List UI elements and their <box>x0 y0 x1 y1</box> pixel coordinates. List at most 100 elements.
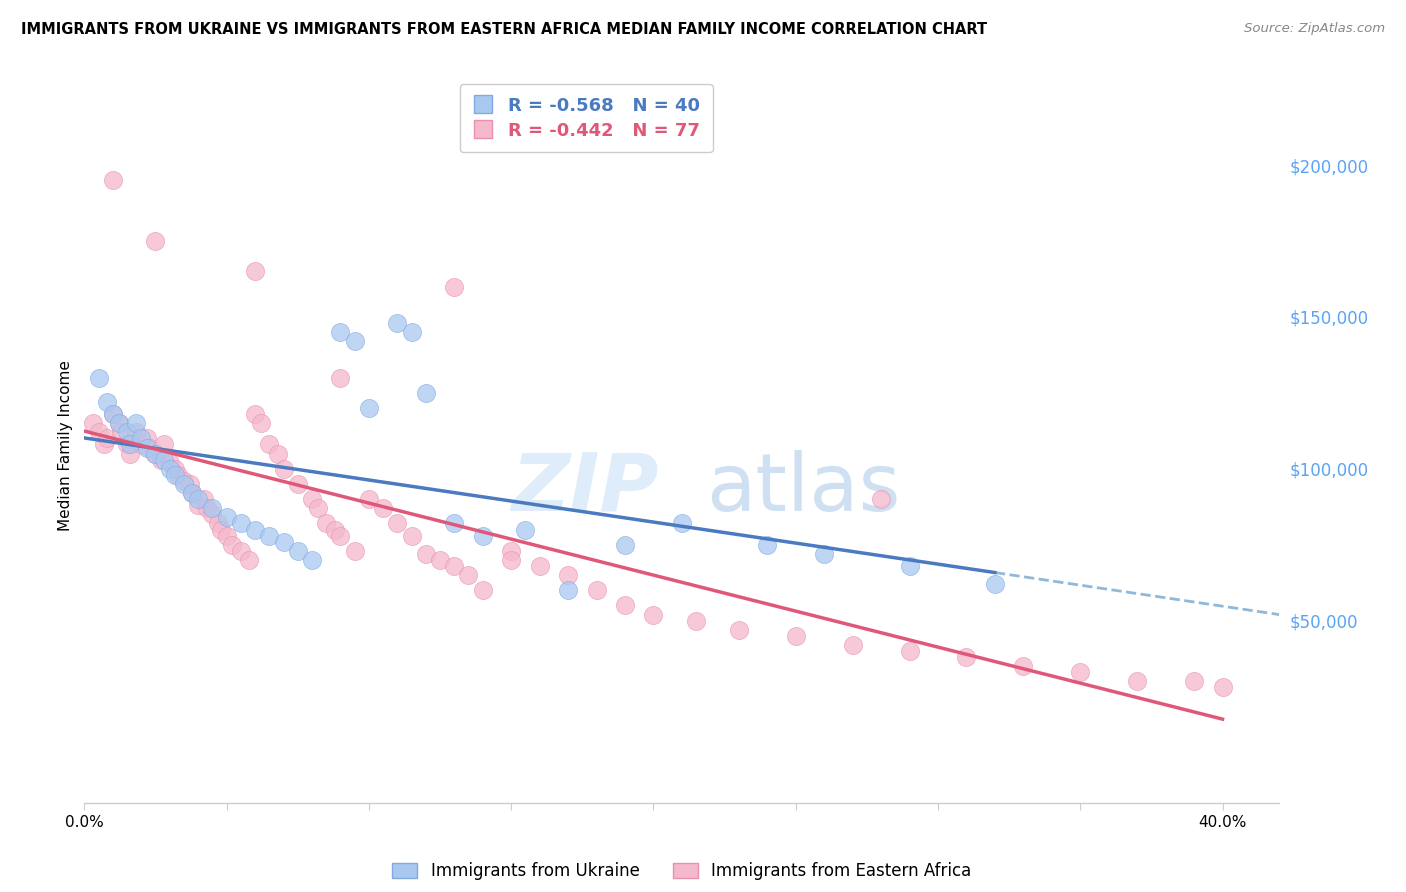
Point <box>387 516 409 531</box>
Point <box>329 370 352 384</box>
Point <box>401 325 423 339</box>
Point <box>273 462 295 476</box>
Point <box>443 516 465 531</box>
Point <box>115 437 138 451</box>
Point <box>243 523 266 537</box>
Point <box>813 547 835 561</box>
Point <box>785 629 807 643</box>
Point <box>181 486 204 500</box>
Point <box>357 401 380 415</box>
Point <box>221 538 243 552</box>
Point <box>181 486 204 500</box>
Point <box>201 508 224 522</box>
Point <box>101 407 124 421</box>
Point <box>101 173 124 187</box>
Point <box>150 452 173 467</box>
Point <box>193 492 215 507</box>
Point <box>1012 659 1035 673</box>
Point <box>1212 681 1234 695</box>
Point <box>229 516 252 531</box>
Point <box>101 407 124 421</box>
Point <box>501 543 523 558</box>
Point <box>243 264 266 278</box>
Point <box>443 279 465 293</box>
Text: ZIP: ZIP <box>510 450 658 528</box>
Point <box>501 553 523 567</box>
Point <box>401 528 423 542</box>
Point <box>124 416 146 430</box>
Point <box>870 492 893 507</box>
Point <box>96 431 118 445</box>
Point <box>685 614 707 628</box>
Point <box>898 558 921 573</box>
Y-axis label: Median Family Income: Median Family Income <box>58 360 73 532</box>
Legend: Immigrants from Ukraine, Immigrants from Eastern Africa: Immigrants from Ukraine, Immigrants from… <box>392 862 972 880</box>
Point <box>238 553 260 567</box>
Point <box>187 498 209 512</box>
Point <box>215 528 238 542</box>
Point <box>307 501 329 516</box>
Point <box>243 407 266 421</box>
Point <box>209 523 232 537</box>
Point <box>96 395 118 409</box>
Point <box>110 425 132 440</box>
Point <box>585 583 607 598</box>
Point <box>129 431 152 445</box>
Point <box>1182 674 1205 689</box>
Point <box>165 467 187 482</box>
Point <box>315 516 337 531</box>
Point <box>429 553 451 567</box>
Point <box>145 447 167 461</box>
Point <box>267 447 290 461</box>
Point <box>167 467 190 482</box>
Point <box>273 534 295 549</box>
Point <box>287 543 309 558</box>
Point <box>387 316 409 330</box>
Point <box>357 492 380 507</box>
Point <box>443 558 465 573</box>
Point <box>955 650 977 665</box>
Point <box>984 577 1007 591</box>
Point <box>841 638 863 652</box>
Point <box>614 599 637 613</box>
Point <box>329 528 352 542</box>
Point <box>107 416 129 430</box>
Point <box>249 416 271 430</box>
Point <box>1126 674 1149 689</box>
Point <box>557 583 579 598</box>
Point <box>415 385 437 400</box>
Point <box>87 425 110 440</box>
Point <box>159 456 181 470</box>
Point <box>301 492 323 507</box>
Point <box>373 501 395 516</box>
Point <box>471 583 494 598</box>
Point <box>82 416 104 430</box>
Point <box>614 538 637 552</box>
Point <box>259 528 281 542</box>
Text: IMMIGRANTS FROM UKRAINE VS IMMIGRANTS FROM EASTERN AFRICA MEDIAN FAMILY INCOME C: IMMIGRANTS FROM UKRAINE VS IMMIGRANTS FR… <box>21 22 987 37</box>
Point <box>159 462 181 476</box>
Point <box>1069 665 1091 680</box>
Point <box>207 516 229 531</box>
Point <box>139 441 162 455</box>
Point <box>727 623 749 637</box>
Point <box>515 523 537 537</box>
Point <box>173 477 195 491</box>
Point <box>165 462 187 476</box>
Point <box>118 447 141 461</box>
Point <box>129 437 152 451</box>
Point <box>93 437 115 451</box>
Point <box>115 425 138 440</box>
Point <box>343 543 366 558</box>
Point <box>124 425 146 440</box>
Point <box>557 568 579 582</box>
Point <box>323 523 346 537</box>
Point <box>756 538 779 552</box>
Point <box>173 474 195 488</box>
Text: Source: ZipAtlas.com: Source: ZipAtlas.com <box>1244 22 1385 36</box>
Point <box>187 492 209 507</box>
Point <box>107 416 129 430</box>
Point <box>145 234 167 248</box>
Point <box>343 334 366 349</box>
Point <box>215 510 238 524</box>
